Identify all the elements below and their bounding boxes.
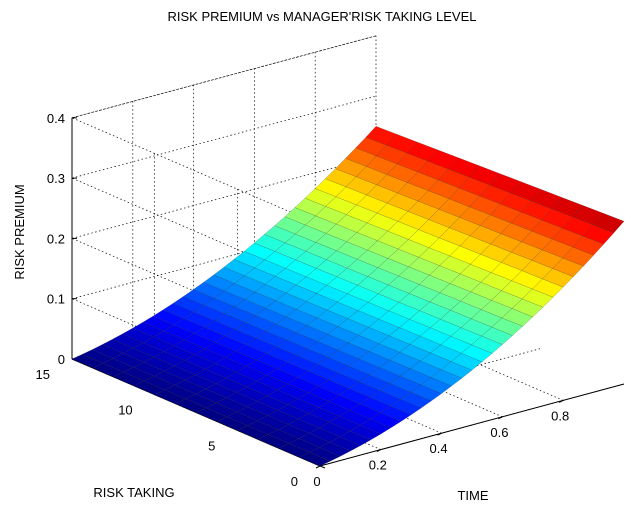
x-tick-label: 0.6 (490, 425, 508, 440)
grid-line (71, 117, 321, 226)
x-axis-line (319, 383, 625, 467)
grid-line (71, 156, 377, 239)
y-tick-label: 5 (208, 438, 215, 453)
y-tick-label: 15 (36, 367, 50, 382)
x-tick-label: 0 (313, 474, 320, 489)
grid-line (71, 95, 377, 179)
y-tick (319, 465, 326, 469)
y-tick-label: 10 (118, 403, 132, 418)
z-tick-label: 0.3 (47, 171, 65, 186)
chart-title: RISK PREMIUM vs MANAGER'RISK TAKING LEVE… (167, 9, 476, 24)
x-tick-label: 0.4 (430, 441, 448, 456)
x-axis-label: TIME (457, 488, 488, 503)
grid-line (71, 216, 377, 300)
tick-labels: 0 0.2 0.4 0.6 0.8 0 5 10 15 0 0.1 0.2 0.3 0.4 (36, 111, 570, 489)
y-axis-label: RISK TAKING (93, 485, 174, 500)
z-tick-label: 0 (58, 352, 65, 367)
x-tick (558, 399, 564, 403)
surface-mesh (71, 126, 625, 467)
surface-patch (592, 213, 625, 233)
z-tick-label: 0.4 (47, 111, 65, 126)
x-tick-label: 0.8 (551, 408, 569, 423)
y-tick-label: 0 (291, 474, 298, 489)
x-tick (376, 449, 382, 453)
x-tick (498, 416, 503, 420)
x-tick (315, 465, 321, 469)
z-tick-label: 0.1 (47, 292, 65, 307)
z-tick-label: 0.2 (47, 231, 65, 246)
grid-line (71, 35, 377, 119)
z-axis-label: RISK PREMIUM (12, 184, 27, 279)
x-tick (437, 432, 442, 436)
x-tick-label: 0.2 (369, 458, 387, 473)
